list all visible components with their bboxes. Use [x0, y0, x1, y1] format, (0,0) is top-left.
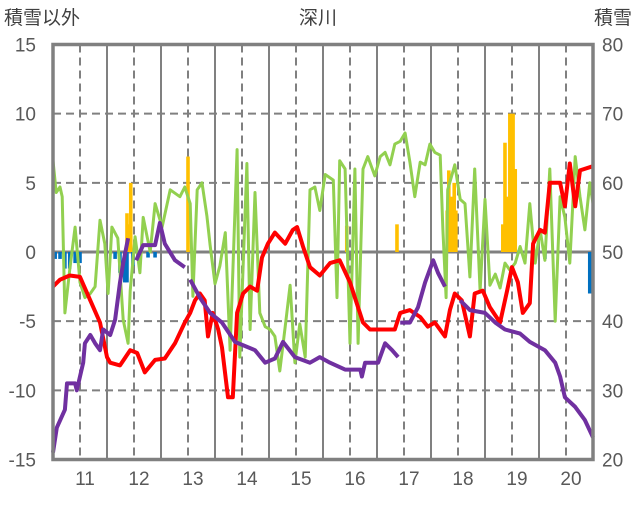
- x-tick-label: 17: [398, 469, 419, 490]
- blue-bar: [587, 252, 592, 294]
- orange-bar: [508, 113, 512, 253]
- y-left-tick-label: 0: [25, 243, 36, 264]
- x-tick-label: 12: [128, 469, 149, 490]
- green-series-line: [51, 131, 595, 373]
- plot-frame: [51, 42, 595, 462]
- blue-bar: [146, 252, 150, 258]
- orange-bar: [513, 169, 518, 252]
- orange-bar: [449, 196, 453, 252]
- x-tick-label: 15: [290, 469, 311, 490]
- y-left-tick-label: 15: [15, 36, 36, 57]
- y-left-tick-label: -10: [9, 381, 36, 402]
- y-right-tick-label: 80: [602, 36, 623, 57]
- series-lines: [51, 131, 595, 453]
- blue-bar: [73, 252, 77, 264]
- x-tick-label: 20: [560, 469, 581, 490]
- blue-bar: [53, 252, 57, 259]
- red-series-line: [51, 161, 594, 400]
- x-tick-label: 16: [344, 469, 365, 490]
- orange-bar: [125, 213, 129, 252]
- orange-bar: [501, 224, 505, 252]
- y-right-tick-label: 70: [602, 105, 623, 126]
- left-axis-label: 積雪以外: [4, 7, 80, 29]
- y-right-tick-label: 50: [602, 243, 623, 264]
- chart-title: 深川: [299, 7, 337, 29]
- orange-bar: [186, 156, 190, 252]
- orange-bar: [511, 113, 515, 253]
- blue-bar: [125, 252, 129, 283]
- orange-bar: [454, 210, 458, 252]
- blue-bar: [78, 252, 82, 264]
- y-right-tick-label: 40: [602, 312, 623, 333]
- orange-bar: [505, 196, 509, 252]
- purple-series-line: [51, 220, 595, 453]
- x-tick-label: 19: [506, 469, 527, 490]
- grid: [53, 44, 593, 460]
- x-tick-label: 18: [452, 469, 473, 490]
- x-tick-label: 11: [75, 469, 95, 490]
- y-left-tick-label: 5: [25, 174, 36, 195]
- x-tick-label: 14: [236, 469, 258, 490]
- y-left-tick-label: 10: [15, 105, 36, 126]
- orange-bar: [395, 224, 399, 252]
- orange-bar: [503, 142, 507, 252]
- x-tick-label: 13: [182, 469, 203, 490]
- y-right-tick-label: 30: [602, 381, 623, 402]
- y-left-tick-label: -5: [19, 312, 36, 333]
- blue-bar: [58, 252, 62, 259]
- blue-bar: [113, 252, 117, 259]
- y-right-tick-label: 20: [602, 451, 623, 472]
- y-right-tick-label: 60: [602, 174, 623, 195]
- y-left-tick-label: -15: [9, 451, 36, 472]
- blue-bar: [123, 252, 127, 283]
- orange-bar: [128, 182, 133, 252]
- blue-bar: [153, 252, 157, 258]
- right-axis-label: 積雪: [594, 7, 632, 29]
